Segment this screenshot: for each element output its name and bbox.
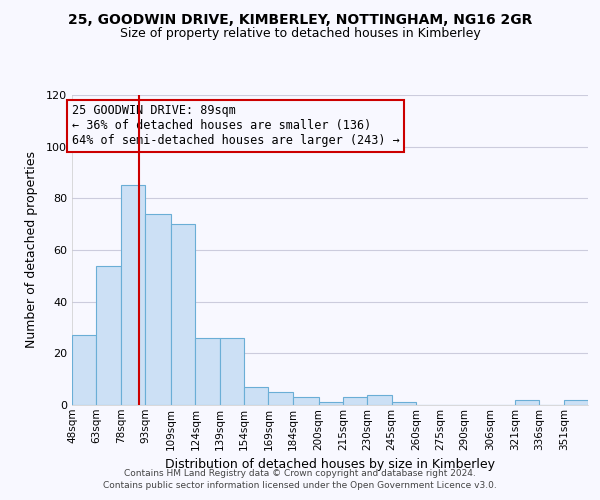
Bar: [319, 402, 343, 405]
Bar: [244, 387, 268, 405]
Bar: [196, 338, 220, 405]
Bar: [515, 400, 539, 405]
Bar: [293, 397, 319, 405]
Text: 25 GOODWIN DRIVE: 89sqm
← 36% of detached houses are smaller (136)
64% of semi-d: 25 GOODWIN DRIVE: 89sqm ← 36% of detache…: [72, 104, 400, 148]
Bar: [563, 400, 588, 405]
Text: Contains HM Land Registry data © Crown copyright and database right 2024.: Contains HM Land Registry data © Crown c…: [124, 468, 476, 477]
Bar: [145, 214, 171, 405]
Bar: [72, 335, 97, 405]
Text: Size of property relative to detached houses in Kimberley: Size of property relative to detached ho…: [119, 28, 481, 40]
Bar: [392, 402, 416, 405]
Bar: [121, 186, 145, 405]
Text: Contains public sector information licensed under the Open Government Licence v3: Contains public sector information licen…: [103, 481, 497, 490]
Text: 25, GOODWIN DRIVE, KIMBERLEY, NOTTINGHAM, NG16 2GR: 25, GOODWIN DRIVE, KIMBERLEY, NOTTINGHAM…: [68, 12, 532, 26]
X-axis label: Distribution of detached houses by size in Kimberley: Distribution of detached houses by size …: [165, 458, 495, 471]
Bar: [367, 394, 392, 405]
Y-axis label: Number of detached properties: Number of detached properties: [25, 152, 38, 348]
Bar: [268, 392, 293, 405]
Bar: [97, 266, 121, 405]
Bar: [220, 338, 244, 405]
Bar: [171, 224, 196, 405]
Bar: [343, 397, 367, 405]
